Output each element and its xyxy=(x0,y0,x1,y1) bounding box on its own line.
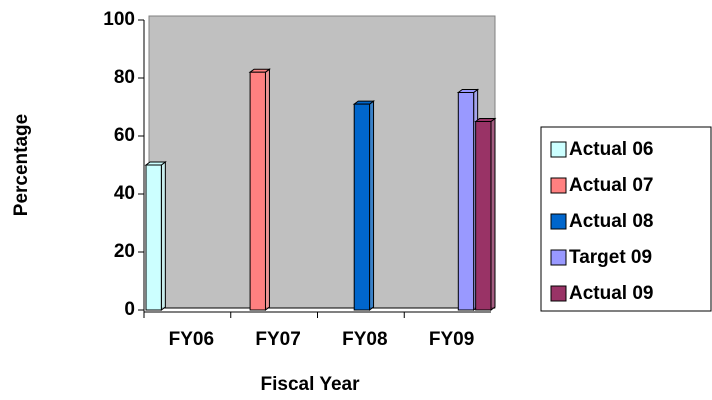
y-tick-label: 20 xyxy=(114,241,135,262)
bar-side xyxy=(490,117,496,311)
legend-label: Target 09 xyxy=(569,247,652,268)
y-tick-label: 100 xyxy=(103,9,135,30)
bar xyxy=(457,92,475,311)
x-axis-label: Fiscal Year xyxy=(261,374,361,395)
legend-swatch xyxy=(550,285,567,302)
bar-side xyxy=(264,68,270,311)
bar-side xyxy=(160,161,166,311)
legend-swatch xyxy=(550,177,567,194)
x-tick-label: FY09 xyxy=(429,329,474,350)
y-axis-label: Percentage xyxy=(11,114,32,216)
x-tick-label: FY08 xyxy=(342,329,387,350)
legend-swatch xyxy=(550,249,567,266)
legend-label: Actual 06 xyxy=(569,139,653,160)
legend-label: Actual 09 xyxy=(569,283,653,304)
bar xyxy=(249,71,266,311)
legend-label: Actual 07 xyxy=(569,175,653,196)
plot-area xyxy=(148,15,496,309)
legend-swatch xyxy=(550,213,567,230)
bar xyxy=(475,121,492,311)
bar xyxy=(145,164,162,311)
y-tick-label: 80 xyxy=(114,67,135,88)
bar-side xyxy=(369,100,375,311)
y-tick-label: 0 xyxy=(124,299,135,320)
bar xyxy=(353,103,371,311)
legend-swatch xyxy=(550,141,567,158)
legend xyxy=(540,126,712,312)
y-tick-label: 60 xyxy=(114,125,135,146)
x-tick-label: FY07 xyxy=(255,329,300,350)
legend-label: Actual 08 xyxy=(569,211,653,232)
x-tick-label: FY06 xyxy=(169,329,214,350)
y-tick-label: 40 xyxy=(114,183,135,204)
